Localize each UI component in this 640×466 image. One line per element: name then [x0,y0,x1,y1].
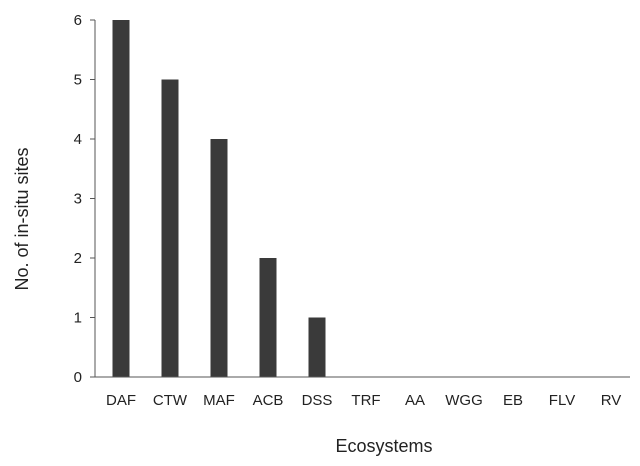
x-tick-label: EB [503,392,523,409]
y-tick-label: 0 [74,369,82,386]
x-axis-ticks: DAF CTW MAF ACB DSS TRF AA WGG EB FLV RV [106,392,621,409]
y-tick-label: 5 [74,72,82,89]
y-tick-label: 4 [74,131,82,148]
y-tick-label: 6 [74,12,82,29]
bar-ctw [161,79,179,377]
y-axis-title: No. of in-situ sites [12,147,32,290]
y-tick-label: 1 [74,310,82,327]
x-tick-label: TRF [351,392,380,409]
y-tick-label: 2 [74,250,82,267]
x-tick-label: FLV [549,392,575,409]
y-axis-ticks: 0 1 2 3 4 5 6 [74,12,95,386]
x-tick-label: RV [601,392,622,409]
bars-group [112,20,326,377]
x-tick-label: CTW [153,392,188,409]
x-tick-label: ACB [253,392,284,409]
bar-maf [210,139,228,377]
x-tick-label: DSS [302,392,333,409]
bar-acb [259,258,277,377]
y-tick-label: 3 [74,191,82,208]
x-tick-label: AA [405,392,425,409]
bar-dss [308,317,326,377]
x-tick-label: WGG [445,392,483,409]
bar-daf [112,20,130,377]
x-axis-title: Ecosystems [335,436,432,456]
x-tick-label: DAF [106,392,136,409]
x-tick-label: MAF [203,392,235,409]
